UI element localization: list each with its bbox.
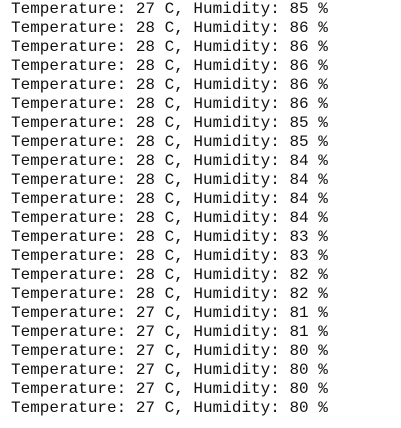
output-line: Temperature: 28 C, Humidity: 84 % bbox=[11, 190, 328, 208]
output-line: Temperature: 28 C, Humidity: 85 % bbox=[11, 133, 328, 151]
output-line: Temperature: 28 C, Humidity: 82 % bbox=[11, 285, 328, 303]
output-line: Temperature: 28 C, Humidity: 83 % bbox=[11, 247, 328, 265]
output-line: Temperature: 27 C, Humidity: 80 % bbox=[11, 399, 328, 417]
output-line: Temperature: 28 C, Humidity: 84 % bbox=[11, 152, 328, 170]
output-line: Temperature: 28 C, Humidity: 86 % bbox=[11, 95, 328, 113]
output-line: Temperature: 27 C, Humidity: 85 % bbox=[11, 0, 328, 18]
output-line: Temperature: 28 C, Humidity: 82 % bbox=[11, 266, 328, 284]
output-line: Temperature: 28 C, Humidity: 84 % bbox=[11, 171, 328, 189]
output-line: Temperature: 28 C, Humidity: 84 % bbox=[11, 209, 328, 227]
output-line: Temperature: 28 C, Humidity: 86 % bbox=[11, 38, 328, 56]
output-line: Temperature: 27 C, Humidity: 81 % bbox=[11, 304, 328, 322]
output-line: Temperature: 27 C, Humidity: 80 % bbox=[11, 361, 328, 379]
output-line: Temperature: 28 C, Humidity: 83 % bbox=[11, 228, 328, 246]
output-line: Temperature: 27 C, Humidity: 81 % bbox=[11, 323, 328, 341]
output-line: Temperature: 28 C, Humidity: 86 % bbox=[11, 19, 328, 37]
output-line: Temperature: 28 C, Humidity: 86 % bbox=[11, 57, 328, 75]
output-line: Temperature: 27 C, Humidity: 80 % bbox=[11, 342, 328, 360]
output-line: Temperature: 28 C, Humidity: 85 % bbox=[11, 114, 328, 132]
output-line: Temperature: 28 C, Humidity: 86 % bbox=[11, 76, 328, 94]
output-line: Temperature: 27 C, Humidity: 80 % bbox=[11, 380, 328, 398]
serial-output-console: Temperature: 27 C, Humidity: 85 % Temper… bbox=[11, 0, 396, 428]
